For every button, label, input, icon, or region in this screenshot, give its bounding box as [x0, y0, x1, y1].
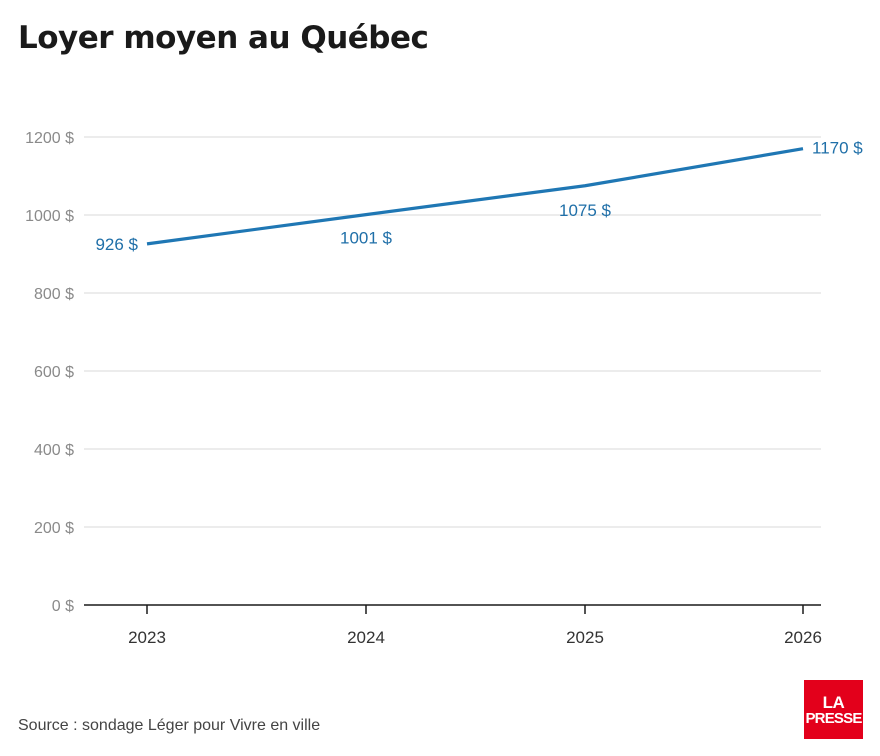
line-chart: 0 $ 200 $ 400 $ 600 $ 800 $ 1000 $ 1200 $ 2023… [25, 130, 863, 647]
y-tick-label: 1200 $ [25, 130, 74, 147]
data-label: 1001 $ [340, 229, 393, 248]
series-line [146, 147, 804, 246]
x-tick-label: 2025 [566, 628, 604, 647]
data-label: 1170 $ [812, 139, 863, 158]
data-label: 926 $ [95, 235, 138, 254]
la-presse-logo: LA PRESSE [804, 680, 863, 739]
logo-line-2: PRESSE [805, 709, 862, 727]
x-tick-label: 2026 [784, 628, 822, 647]
source-note: Source : sondage Léger pour Vivre en vil… [18, 717, 321, 734]
x-tick-labels: 2023 2024 2025 2026 [128, 628, 822, 647]
logo-line-1: LA [822, 692, 845, 712]
grid-lines [84, 136, 821, 528]
data-label: 1075 $ [559, 201, 612, 220]
y-tick-label: 1000 $ [25, 208, 74, 225]
y-tick-labels: 0 $ 200 $ 400 $ 600 $ 800 $ 1000 $ 1200 $ [25, 130, 74, 615]
y-tick-label: 800 $ [34, 286, 74, 303]
x-tick-label: 2024 [347, 628, 385, 647]
y-tick-label: 400 $ [34, 442, 74, 459]
y-tick-label: 600 $ [34, 364, 74, 381]
y-tick-label: 0 $ [52, 598, 74, 615]
x-axis [84, 604, 821, 614]
series [146, 147, 804, 246]
data-labels: 926 $ 1001 $ 1075 $ 1170 $ [95, 139, 863, 254]
x-tick-label: 2023 [128, 628, 166, 647]
chart-title: Loyer moyen au Québec [18, 20, 429, 56]
y-tick-label: 200 $ [34, 520, 74, 537]
